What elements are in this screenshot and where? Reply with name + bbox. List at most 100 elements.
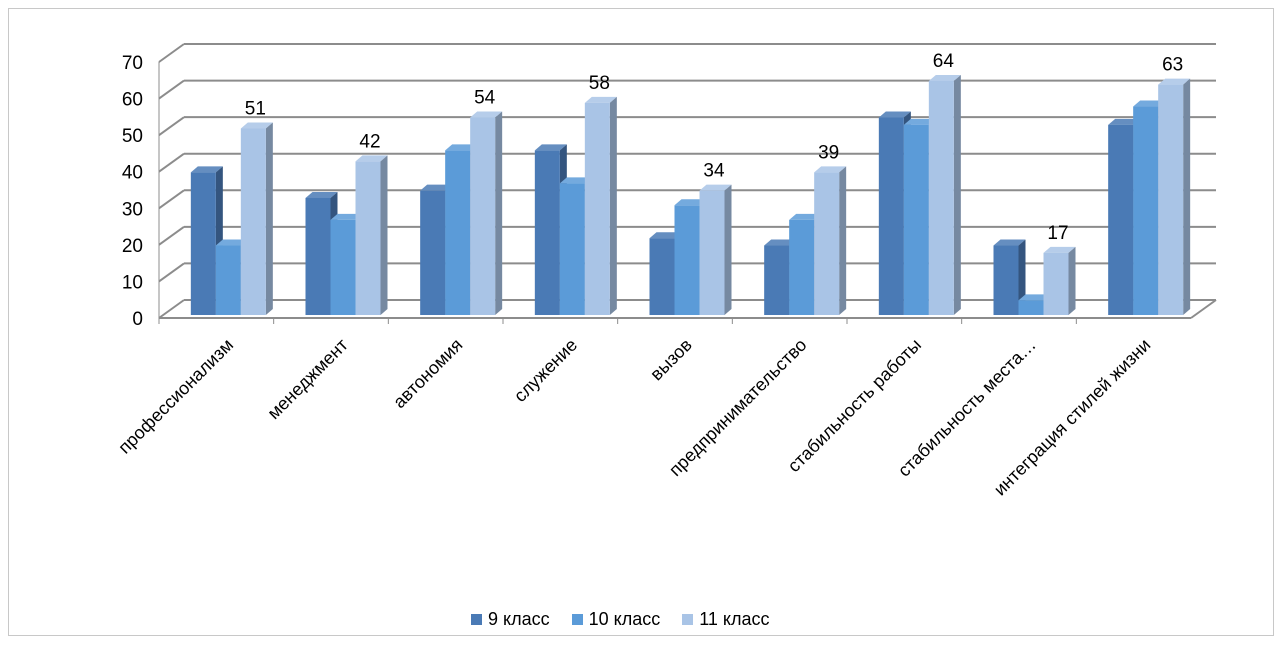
- legend-swatch: [471, 613, 482, 625]
- y-tick-label: 40: [122, 163, 143, 184]
- bar: [190, 172, 216, 315]
- x-category-label: вызов: [646, 335, 696, 385]
- bar: [1043, 252, 1069, 315]
- bar-top: [764, 239, 797, 246]
- gridline-side: [158, 116, 185, 136]
- bar-top: [534, 144, 567, 151]
- bar-top: [878, 111, 911, 118]
- bars: [190, 74, 1191, 316]
- data-label: 64: [933, 51, 955, 72]
- bar-top: [215, 239, 248, 246]
- bar: [1108, 124, 1134, 315]
- y-tick-label: 20: [122, 236, 143, 257]
- bar-top: [445, 144, 478, 151]
- bar: [764, 245, 790, 315]
- gridline-side: [158, 79, 185, 100]
- bar-top: [559, 177, 592, 184]
- bar-top: [330, 213, 363, 220]
- bar: [330, 219, 356, 315]
- y-tick-label: 60: [122, 90, 143, 111]
- bar: [878, 117, 904, 315]
- bar: [445, 150, 471, 315]
- bar-top: [240, 122, 273, 129]
- bar: [470, 117, 496, 315]
- bar-top: [993, 239, 1026, 246]
- bar-side: [839, 166, 847, 315]
- legend-label: 11 класс: [699, 608, 770, 629]
- bar-top: [814, 166, 847, 173]
- data-label: 63: [1162, 55, 1183, 76]
- x-category-label: стабильность работы: [784, 335, 925, 476]
- bar-side: [609, 96, 617, 315]
- chart-frame: 0 10 20 30 40 50 60 70 51 профессионализм 42 менедж…: [8, 8, 1274, 636]
- data-label: 51: [245, 98, 266, 119]
- bar-top: [928, 74, 961, 81]
- bar: [240, 128, 266, 315]
- data-label: 42: [359, 131, 380, 152]
- bar-top: [1108, 118, 1141, 125]
- bar-top: [789, 213, 822, 220]
- bar-top: [470, 111, 503, 118]
- bar-side: [495, 111, 503, 315]
- data-label: 54: [474, 88, 496, 109]
- legend: 9 класс 10 класс 11 класс: [471, 607, 770, 631]
- data-label: 58: [589, 73, 610, 94]
- floor-right-edge: [1190, 299, 1217, 319]
- bar: [649, 238, 675, 315]
- y-tick-label: 70: [122, 53, 143, 74]
- bar: [699, 190, 725, 315]
- gridline-side: [158, 43, 185, 63]
- bar-top: [1043, 246, 1076, 253]
- data-label: 34: [703, 161, 725, 182]
- x-category-label: автономия: [389, 335, 466, 412]
- bar: [674, 205, 700, 315]
- legend-swatch: [682, 613, 694, 625]
- legend-swatch: [571, 613, 583, 625]
- bar-top: [305, 191, 338, 198]
- bar-side: [724, 184, 732, 315]
- legend-item: 10 класс: [571, 608, 661, 630]
- data-label: 17: [1047, 223, 1068, 244]
- bar: [355, 161, 381, 315]
- bar-top: [584, 96, 617, 103]
- gridline-side: [158, 152, 185, 173]
- bar-top: [903, 118, 936, 125]
- x-category-label: профессионализм: [114, 335, 237, 458]
- y-tick-label: 50: [122, 126, 143, 147]
- bar-side: [1183, 78, 1191, 315]
- bar-top: [1158, 78, 1191, 85]
- x-category-label: менеджмент: [263, 335, 351, 423]
- bar-top: [1133, 100, 1166, 107]
- data-label: 39: [818, 142, 839, 163]
- bar: [789, 219, 815, 315]
- bar-chart: 0 10 20 30 40 50 60 70 51 профессионализм 42 менедж…: [114, 43, 1217, 499]
- legend-label: 9 класс: [488, 608, 550, 629]
- x-category-label: служение: [510, 335, 581, 406]
- bar: [993, 245, 1019, 315]
- bar: [1158, 84, 1184, 315]
- bar-top: [674, 199, 707, 206]
- bar: [584, 102, 610, 315]
- bar-top: [699, 184, 732, 191]
- legend-label: 10 класс: [588, 608, 661, 629]
- bar-top: [190, 166, 223, 173]
- bar-top: [355, 155, 388, 162]
- gridline-side: [158, 189, 185, 210]
- bar: [814, 172, 840, 315]
- y-tick-label: 30: [122, 199, 143, 220]
- bar: [420, 190, 446, 315]
- bar-top: [649, 232, 682, 239]
- bar: [1018, 300, 1044, 315]
- y-tick-label: 10: [122, 272, 143, 293]
- legend-item: 9 класс: [471, 609, 550, 630]
- bar-side: [265, 122, 273, 315]
- y-tick-label: 0: [132, 309, 143, 330]
- bar: [305, 197, 331, 315]
- bar: [1133, 106, 1159, 316]
- gridline-side: [158, 299, 185, 319]
- bar: [928, 80, 954, 315]
- bar-top: [420, 184, 453, 191]
- bar: [534, 150, 560, 315]
- bar-top: [1018, 294, 1051, 301]
- bar: [215, 245, 241, 315]
